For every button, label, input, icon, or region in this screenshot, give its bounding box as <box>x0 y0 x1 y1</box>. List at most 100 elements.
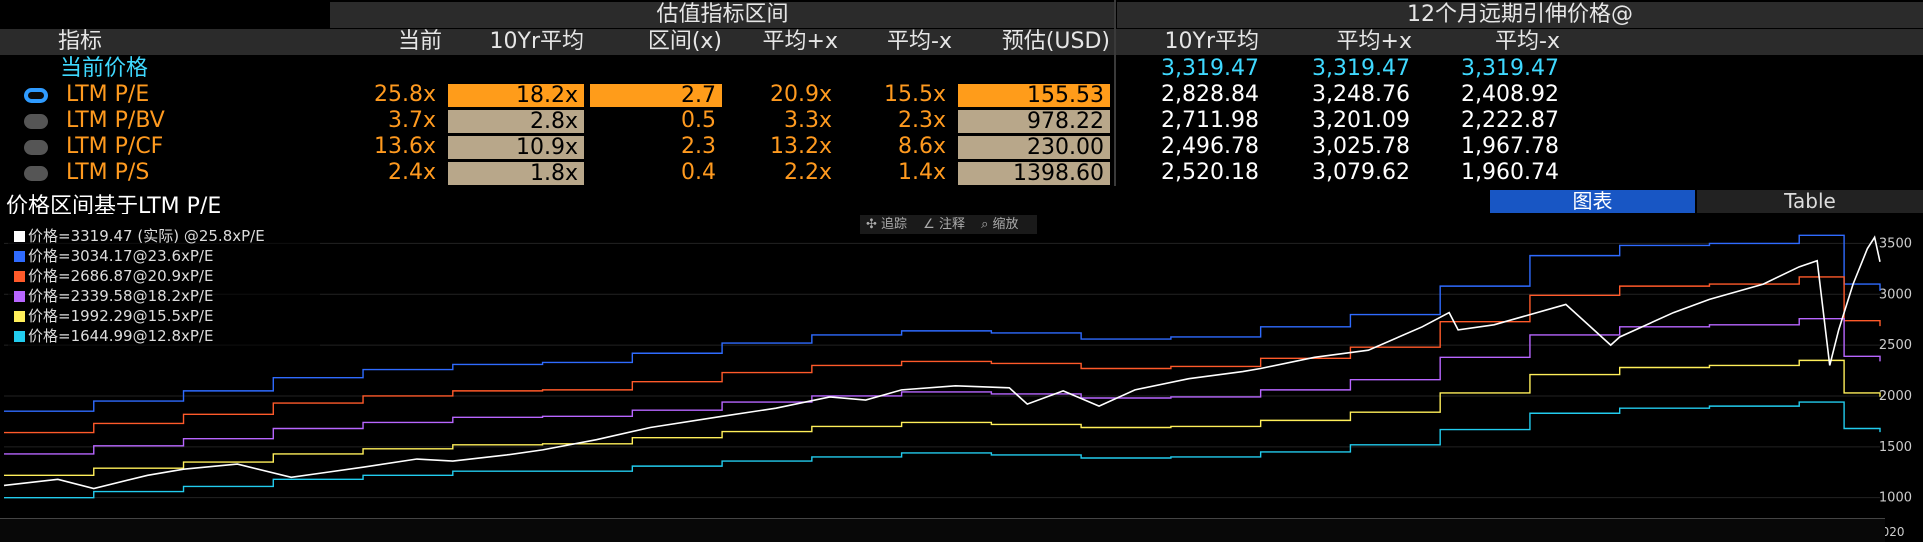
series-line-band[interactable] <box>4 401 1881 499</box>
metric-fwd-minus: 2,408.92 <box>1461 82 1559 107</box>
section-header-valuation: 估值指标区间 <box>330 2 1115 28</box>
metric-fwd-plus: 3,248.76 <box>1312 82 1410 107</box>
tab-chart[interactable]: 图表 <box>1490 190 1695 213</box>
metric-name: LTM P/E <box>66 82 150 107</box>
metric-avg-minus: 1.4x <box>897 160 946 185</box>
legend-swatch <box>14 231 25 242</box>
track-button[interactable]: ✣ 追踪 <box>866 217 908 232</box>
table-row[interactable]: LTM P/E 25.8x 18.2x 2.7 20.9x 15.5x 155.… <box>0 82 1923 108</box>
col-header-avg10[interactable]: 10Yr平均 <box>489 29 584 54</box>
metric-fwd-avg10: 2,520.18 <box>1161 160 1259 185</box>
y-tick-label: 3000 <box>1879 287 1912 302</box>
metric-current: 13.6x <box>373 134 436 159</box>
metric-estimate[interactable]: 230.00 <box>958 136 1110 159</box>
chart-toolbar: ✣ 追踪 ∠ 注释 ⌕ 缩放 <box>860 215 1037 234</box>
metric-range[interactable]: 2.7 <box>590 84 722 107</box>
table-row[interactable]: LTM P/BV 3.7x 2.8x 0.5 3.3x 2.3x 978.22 … <box>0 108 1923 134</box>
series-line-band[interactable] <box>4 359 1881 476</box>
metric-fwd-plus: 3,025.78 <box>1312 134 1410 159</box>
row-select-radio[interactable] <box>24 88 48 103</box>
valuation-table: 估值指标区间 12个月远期引伸价格@ 指标 当前 10Yr平均 区间(x) 平均… <box>0 0 1923 186</box>
legend-label: 价格=2339.58@18.2xP/E <box>28 287 214 305</box>
col-header-current[interactable]: 当前 <box>397 29 442 54</box>
col-header-metric[interactable]: 指标 <box>58 29 103 54</box>
current-price-fwd-avg10: 3,319.47 <box>1161 56 1259 81</box>
metric-avg10[interactable]: 1.8x <box>448 162 584 185</box>
zoom-button[interactable]: ⌕ 缩放 <box>981 217 1019 232</box>
metric-avg10[interactable]: 10.9x <box>448 136 584 159</box>
series-line-band[interactable] <box>4 234 1881 412</box>
metric-fwd-minus: 2,222.87 <box>1461 108 1559 133</box>
metric-avg-plus: 20.9x <box>769 82 832 107</box>
col-header-fwd-avg10[interactable]: 10Yr平均 <box>1164 29 1259 54</box>
legend-item[interactable]: 价格=3034.17@23.6xP/E <box>14 246 213 266</box>
current-price-label: 当前价格 <box>60 56 149 81</box>
metric-name: LTM P/CF <box>66 134 164 159</box>
metric-avg-plus: 13.2x <box>769 134 832 159</box>
legend-item[interactable]: 价格=1644.99@12.8xP/E <box>14 326 213 346</box>
legend-item[interactable]: 价格=1992.29@15.5xP/E <box>14 306 213 326</box>
table-row[interactable]: LTM P/CF 13.6x 10.9x 2.3 13.2x 8.6x 230.… <box>0 134 1923 160</box>
legend-label: 价格=2686.87@20.9xP/E <box>28 267 214 285</box>
metric-avg-plus: 2.2x <box>783 160 832 185</box>
col-header-avg-minus[interactable]: 平均-x <box>887 29 952 54</box>
metric-avg-minus: 15.5x <box>883 82 946 107</box>
section-divider <box>1114 0 1116 186</box>
col-header-avg-plus[interactable]: 平均+x <box>762 29 838 54</box>
legend-swatch <box>14 311 25 322</box>
metric-name: LTM P/S <box>66 160 150 185</box>
tab-table[interactable]: Table <box>1697 190 1923 213</box>
y-tick-label: 3500 <box>1879 236 1912 251</box>
metric-range: 2.3 <box>681 134 716 159</box>
metric-range: 0.5 <box>681 108 716 133</box>
y-tick-label: 2500 <box>1879 338 1912 353</box>
legend-item[interactable]: 价格=2339.58@18.2xP/E <box>14 286 213 306</box>
row-select-radio[interactable] <box>24 114 48 129</box>
current-price-fwd-plus: 3,319.47 <box>1312 56 1410 81</box>
metric-current: 3.7x <box>387 108 436 133</box>
metric-current: 25.8x <box>373 82 436 107</box>
series-line-band[interactable] <box>4 276 1881 434</box>
legend-swatch <box>14 271 25 282</box>
chart-legend: 价格=3319.47 (实际) @25.8xP/E 价格=3034.17@23.… <box>8 222 320 358</box>
legend-label: 价格=1644.99@12.8xP/E <box>28 327 214 345</box>
metric-fwd-minus: 1,960.74 <box>1461 160 1559 185</box>
metric-estimate[interactable]: 155.53 <box>958 84 1110 107</box>
column-header-bar: 指标 当前 10Yr平均 区间(x) 平均+x 平均-x 预估(USD) 10Y… <box>0 29 1923 55</box>
metric-avg-minus: 2.3x <box>897 108 946 133</box>
y-tick-label: 1000 <box>1879 491 1912 506</box>
legend-item[interactable]: 价格=2686.87@20.9xP/E <box>14 266 213 286</box>
metric-fwd-avg10: 2,828.84 <box>1161 82 1259 107</box>
col-header-estimate[interactable]: 预估(USD) <box>1001 29 1110 54</box>
annotate-button[interactable]: ∠ 注释 <box>923 217 965 232</box>
row-select-radio[interactable] <box>24 166 48 181</box>
y-tick-label: 2000 <box>1879 389 1912 404</box>
legend-label: 价格=3034.17@23.6xP/E <box>28 247 214 265</box>
metric-fwd-minus: 1,967.78 <box>1461 134 1559 159</box>
x-axis <box>0 518 1885 542</box>
y-tick-label: 1500 <box>1879 440 1912 455</box>
table-row[interactable]: LTM P/S 2.4x 1.8x 0.4 2.2x 1.4x 1398.60 … <box>0 160 1923 186</box>
legend-label: 价格=3319.47 (实际) @25.8xP/E <box>28 227 265 245</box>
metric-avg10[interactable]: 2.8x <box>448 110 584 133</box>
current-price-row: 当前价格 3,319.47 3,319.47 3,319.47 <box>0 56 1923 82</box>
col-header-range[interactable]: 区间(x) <box>647 29 722 54</box>
metric-current: 2.4x <box>387 160 436 185</box>
legend-swatch <box>14 251 25 262</box>
chart-plot-area[interactable]: 1000150020002500300035002010201120122013… <box>0 214 1923 542</box>
legend-swatch <box>14 331 25 342</box>
metric-estimate[interactable]: 1398.60 <box>958 162 1110 185</box>
current-price-fwd-minus: 3,319.47 <box>1461 56 1559 81</box>
legend-item[interactable]: 价格=3319.47 (实际) @25.8xP/E <box>14 226 265 246</box>
row-select-radio[interactable] <box>24 140 48 155</box>
metric-avg10[interactable]: 18.2x <box>448 84 584 107</box>
series-line-band[interactable] <box>4 317 1881 455</box>
metric-avg-plus: 3.3x <box>783 108 832 133</box>
series-line-actual-price[interactable] <box>3 235 1881 490</box>
legend-swatch <box>14 291 25 302</box>
col-header-fwd-minus[interactable]: 平均-x <box>1495 29 1560 54</box>
metric-name: LTM P/BV <box>66 108 165 133</box>
col-header-fwd-plus[interactable]: 平均+x <box>1336 29 1412 54</box>
section-header-forward: 12个月远期引伸价格@ <box>1117 2 1923 28</box>
metric-estimate[interactable]: 978.22 <box>958 110 1110 133</box>
